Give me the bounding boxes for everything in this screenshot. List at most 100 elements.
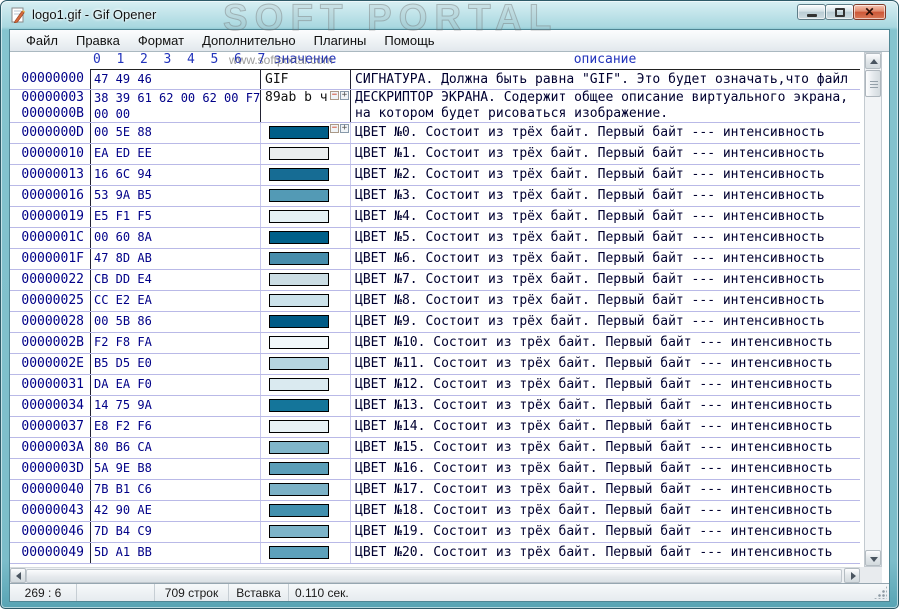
arrow-right-icon — [851, 572, 856, 580]
value-cell — [260, 522, 350, 542]
color-swatch — [269, 462, 329, 475]
table-row[interactable]: 00000028 00 5B 86 ЦВЕТ №9. Состоит из трёх… — [10, 312, 860, 333]
description-cell: ЦВЕТ №6. Состоит из трёх байт. Первый ба… — [350, 249, 860, 269]
menu-item-4[interactable]: Плагины — [313, 33, 367, 48]
offset-cell: 0000001C — [21, 230, 84, 245]
description-cell: ЦВЕТ №11. Состоит из трёх байт. Первый б… — [350, 354, 860, 374]
minimize-button[interactable] — [797, 4, 826, 20]
hex-bytes-cell: EA ED EE — [90, 144, 260, 164]
value-cell: 89ab b ч − + — [260, 90, 350, 122]
status-empty-panel — [77, 584, 155, 601]
table-row[interactable]: 00000013 16 6C 94 ЦВЕТ №2. Состоит из трёх… — [10, 165, 860, 186]
hex-bytes-cell: 14 75 9A — [90, 396, 260, 416]
table-row[interactable]: 0000001C 00 60 8A ЦВЕТ №5. Состоит из трёх… — [10, 228, 860, 249]
value-cell — [260, 375, 350, 395]
offset-cell: 00000034 — [21, 398, 84, 413]
table-row[interactable]: 00000003 0000000B 38 39 61 62 00 62 00 F7… — [10, 90, 860, 123]
table-row[interactable]: 0000003A 80 B6 CA ЦВЕТ №15. Состоит из трё… — [10, 438, 860, 459]
expand-button[interactable]: + — [340, 90, 349, 100]
table-row[interactable]: 00000049 5D A1 BB ЦВЕТ №20. Состоит из трё… — [10, 543, 860, 564]
value-cell — [260, 312, 350, 332]
color-swatch — [269, 210, 329, 223]
value-cell — [260, 249, 350, 269]
description-cell: ЦВЕТ №9. Состоит из трёх байт. Первый ба… — [350, 312, 860, 332]
close-button[interactable]: ✕ — [853, 4, 886, 20]
scroll-down-button[interactable] — [865, 550, 881, 566]
value-cell — [260, 501, 350, 521]
byte-column-header: 4 — [187, 52, 195, 67]
collapse-button[interactable]: − — [330, 90, 339, 100]
table-row[interactable]: 0000002B F2 F8 FA ЦВЕТ №10. Состоит из трё… — [10, 333, 860, 354]
offset-cell: 00000028 — [21, 314, 84, 329]
maximize-button[interactable] — [825, 4, 854, 20]
description-cell: ЦВЕТ №8. Состоит из трёх байт. Первый ба… — [350, 291, 860, 311]
value-cell — [260, 543, 350, 563]
offset-cell: 0000002E — [21, 356, 84, 371]
offset-cell: 0000001F — [21, 251, 84, 266]
table-row[interactable]: 00000000 47 49 46 GIF СИГНАТУРА. Должна быт… — [10, 69, 860, 90]
menu-item-3[interactable]: Дополнительно — [202, 33, 296, 48]
value-cell — [260, 438, 350, 458]
description-cell: ЦВЕТ №12. Состоит из трёх байт. Первый б… — [350, 375, 860, 395]
arrow-up-icon — [870, 59, 878, 64]
hex-bytes-cell: 7D B4 C9 — [90, 522, 260, 542]
scroll-right-button[interactable] — [844, 568, 860, 583]
scroll-left-button[interactable] — [10, 568, 26, 583]
arrow-left-icon — [16, 572, 21, 580]
description-cell: ЦВЕТ №14. Состоит из трёх байт. Первый б… — [350, 417, 860, 437]
menu-item-2[interactable]: Формат — [137, 33, 185, 48]
menubar: Файл Правка Формат Дополнительно Плагины Помо… — [10, 30, 889, 52]
description-cell: ЦВЕТ №4. Состоит из трёх байт. Первый ба… — [350, 207, 860, 227]
offset-cell: 00000049 — [21, 545, 84, 560]
table-row[interactable]: 00000034 14 75 9A ЦВЕТ №13. Состоит из трё… — [10, 396, 860, 417]
hex-bytes-cell: 00 5E 88 — [90, 123, 260, 143]
expand-button[interactable]: + — [340, 123, 349, 133]
menu-item-5[interactable]: Помощь — [384, 33, 435, 48]
description-cell: ЦВЕТ №16. Состоит из трёх байт. Первый б… — [350, 459, 860, 479]
vertical-scrollbar[interactable] — [864, 52, 882, 567]
offset-cell: 00000025 — [21, 293, 84, 308]
table-row[interactable]: 0000001F 47 8D AB ЦВЕТ №6. Состоит из трёх… — [10, 249, 860, 270]
byte-column-header: 1 — [116, 52, 125, 67]
scroll-up-button[interactable] — [865, 53, 881, 69]
table-row[interactable]: 00000010 EA ED EE ЦВЕТ №1. Состоит из трёх… — [10, 144, 860, 165]
value-cell — [260, 186, 350, 206]
collapse-button[interactable]: − — [330, 123, 339, 133]
horizontal-scrollbar[interactable] — [10, 567, 860, 583]
byte-column-header: 2 — [140, 52, 148, 67]
hex-bytes-cell: CB DD E4 — [90, 270, 260, 290]
offset-cell: 0000003D — [21, 461, 84, 476]
table-row[interactable]: 00000046 7D B4 C9 ЦВЕТ №19. Состоит из трё… — [10, 522, 860, 543]
table-row[interactable]: 0000000D 00 5E 88− + ЦВЕТ №0. Состоит из тр… — [10, 123, 860, 144]
table-row[interactable]: 00000025 CC E2 EA ЦВЕТ №8. Состоит из трёх… — [10, 291, 860, 312]
table-row[interactable]: 00000031 DA EA F0 ЦВЕТ №12. Состоит из трё… — [10, 375, 860, 396]
table-row[interactable]: 0000003D 5A 9E B8 ЦВЕТ №16. Состоит из трё… — [10, 459, 860, 480]
table-row[interactable]: 00000037 E8 F2 F6 ЦВЕТ №14. Состоит из трё… — [10, 417, 860, 438]
color-swatch — [269, 378, 329, 391]
menu-item-0[interactable]: Файл — [26, 33, 58, 48]
offset-cell: 00000037 — [21, 419, 84, 434]
value-cell — [260, 270, 350, 290]
menu-item-1[interactable]: Правка — [75, 33, 120, 48]
color-swatch — [269, 147, 329, 160]
hex-bytes-cell: 53 9A B5 — [90, 186, 260, 206]
color-swatch — [269, 336, 329, 349]
offset-cell: 0000000D — [21, 125, 84, 140]
vertical-scroll-thumb[interactable] — [865, 70, 881, 97]
table-row[interactable]: 00000040 7B B1 C6 ЦВЕТ №17. Состоит из трё… — [10, 480, 860, 501]
hex-bytes-cell: 16 6C 94 — [90, 165, 260, 185]
offset-cell: 00000010 — [21, 146, 84, 161]
table-row[interactable]: 00000043 42 90 AE ЦВЕТ №18. Состоит из трё… — [10, 501, 860, 522]
horizontal-scroll-thumb[interactable] — [26, 569, 842, 583]
thumb-grip-icon — [870, 81, 878, 88]
color-swatch — [269, 441, 329, 454]
table-row[interactable]: 00000016 53 9A B5 ЦВЕТ №3. Состоит из трёх… — [10, 186, 860, 207]
value-cell — [260, 207, 350, 227]
table-row[interactable]: 00000019 E5 F1 F5 ЦВЕТ №4. Состоит из трёх… — [10, 207, 860, 228]
table-row[interactable]: 00000022 CB DD E4 ЦВЕТ №7. Состоит из трёх… — [10, 270, 860, 291]
titlebar[interactable]: logo1.gif - Gif Opener ✕ — [1, 1, 898, 29]
description-cell: ЦВЕТ №15. Состоит из трёх байт. Первый б… — [350, 438, 860, 458]
table-row[interactable]: 0000002E B5 D5 E0 ЦВЕТ №11. Состоит из трё… — [10, 354, 860, 375]
